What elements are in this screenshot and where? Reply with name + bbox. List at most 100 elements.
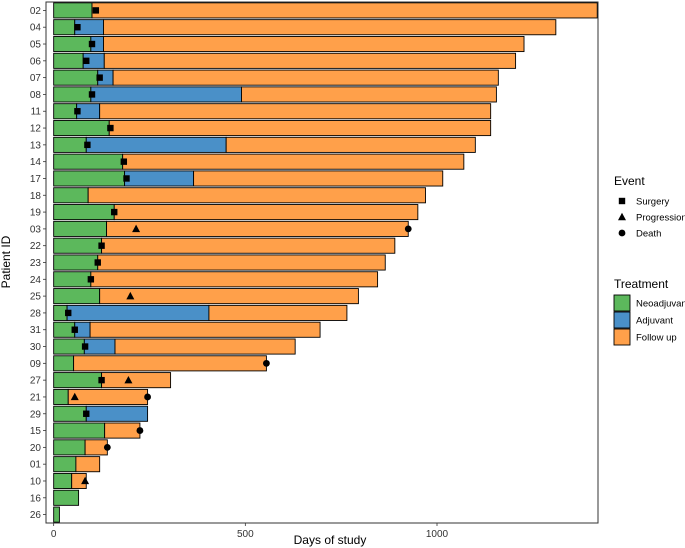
bar-fu-30 (114, 338, 296, 355)
marker-surgery-27 (98, 376, 105, 384)
bar-neo-09 (53, 355, 75, 372)
marker-surgery-04 (74, 24, 81, 31)
y-tick-label: 12 (30, 124, 42, 135)
marker-death-21 (144, 393, 151, 401)
y-tick-label: 08 (30, 90, 42, 101)
bar-neo-06 (53, 52, 84, 69)
y-tick-label: 07 (30, 73, 42, 84)
marker-surgery-22 (98, 242, 105, 249)
bar-neo-02 (53, 2, 93, 19)
bar-neo-03 (53, 220, 108, 237)
legend-label-death: Death (636, 229, 661, 240)
bar-adj-30 (83, 338, 116, 355)
marker-death-15 (136, 427, 144, 434)
treatment-legend: Treatment Neoadjuvant Adjuvant Follow up (613, 277, 685, 346)
y-tick-label: 09 (30, 359, 42, 370)
marker-surgery-14 (120, 158, 128, 165)
bar-fu-17 (193, 170, 444, 187)
marker-surgery-05 (88, 40, 96, 48)
bar-fu-21 (67, 388, 149, 405)
y-tick-label: 02 (30, 6, 42, 17)
y-tick-label: 26 (30, 510, 42, 521)
bar-fu-04 (103, 19, 557, 36)
marker-surgery-23 (94, 259, 101, 266)
x-tick-label: 0 (51, 529, 57, 540)
marker-surgery-19 (111, 208, 118, 216)
bar-neo-21 (53, 388, 69, 405)
bar-neo-19 (53, 204, 115, 221)
y-tick-label: 30 (30, 342, 42, 353)
event-legend-title: Event (614, 174, 645, 188)
legend-swatch-adj (613, 311, 631, 329)
legend-key-progression (618, 212, 626, 221)
bar-fu-08 (241, 86, 497, 103)
bar-fu-12 (108, 120, 492, 137)
bar-fu-01 (75, 456, 101, 473)
legend-label-progression: Progression (636, 213, 685, 224)
y-tick-label: 16 (30, 493, 42, 504)
bar-neo-29 (53, 405, 87, 422)
bar-neo-11 (53, 103, 78, 120)
bar-fu-24 (90, 271, 379, 288)
y-tick-label: 10 (30, 476, 42, 487)
bar-fu-05 (103, 36, 525, 53)
marker-surgery-13 (84, 141, 91, 149)
marker-surgery-08 (88, 91, 96, 98)
bar-neo-17 (53, 170, 126, 187)
marker-death-03 (404, 225, 412, 233)
bar-adj-08 (90, 86, 242, 103)
treatment-legend-title: Treatment (614, 277, 669, 291)
bar-neo-05 (53, 36, 92, 53)
bar-neo-04 (53, 19, 76, 36)
marker-surgery-06 (83, 57, 90, 65)
y-tick-label: 29 (30, 409, 42, 420)
legend-key-surgery (618, 197, 626, 205)
marker-surgery-02 (92, 7, 100, 14)
marker-progression-10 (81, 476, 90, 485)
marker-progression-21 (70, 392, 79, 401)
y-tick-label: 14 (30, 157, 42, 168)
y-tick-label: 22 (30, 241, 42, 252)
bar-neo-20 (53, 439, 86, 456)
bar-fu-11 (99, 103, 492, 120)
bar-fu-19 (113, 204, 419, 221)
bar-adj-29 (85, 405, 149, 422)
bar-fu-23 (97, 254, 386, 271)
y-axis-ticks: 02 04 05 06 07 08 11 12 13 14 17 18 19 03 22 23 24 25 28 31… (30, 6, 46, 521)
bar-neo-12 (53, 120, 110, 137)
bar-neo-13 (53, 136, 87, 153)
legend-swatch-neo (613, 294, 631, 312)
bar-neo-26 (53, 506, 60, 523)
y-tick-label: 18 (30, 191, 42, 202)
marker-surgery-28 (65, 309, 72, 317)
bar-fu-02 (91, 2, 598, 19)
x-axis-ticks: 0 500 1000 (51, 523, 449, 540)
marker-surgery-31 (71, 326, 78, 333)
bar-neo-30 (53, 338, 85, 355)
y-tick-label: 03 (30, 224, 42, 235)
legend-label-adj: Adjuvant (636, 316, 673, 327)
bar-neo-16 (53, 489, 80, 506)
marker-surgery-12 (107, 124, 114, 132)
bar-neo-23 (53, 254, 99, 271)
bar-fu-07 (112, 69, 499, 86)
bar-neo-14 (53, 153, 124, 170)
bars-layer (53, 2, 598, 523)
legend-label-fu: Follow up (636, 333, 677, 344)
bar-neo-15 (53, 422, 106, 439)
bar-fu-25 (99, 288, 359, 305)
legend-swatch-fu (613, 328, 631, 346)
y-axis-title: Patient ID (0, 235, 13, 288)
marker-progression-27 (124, 375, 133, 384)
legend-label-surgery: Surgery (636, 197, 670, 208)
bar-fu-31 (89, 321, 321, 338)
marker-surgery-07 (96, 74, 103, 81)
y-tick-label: 01 (30, 460, 42, 471)
y-tick-label: 05 (30, 40, 42, 51)
x-tick-label: 500 (237, 529, 254, 540)
bar-adj-17 (124, 170, 195, 187)
marker-surgery-29 (83, 410, 90, 417)
bar-neo-27 (53, 372, 103, 389)
y-tick-label: 27 (30, 376, 42, 387)
